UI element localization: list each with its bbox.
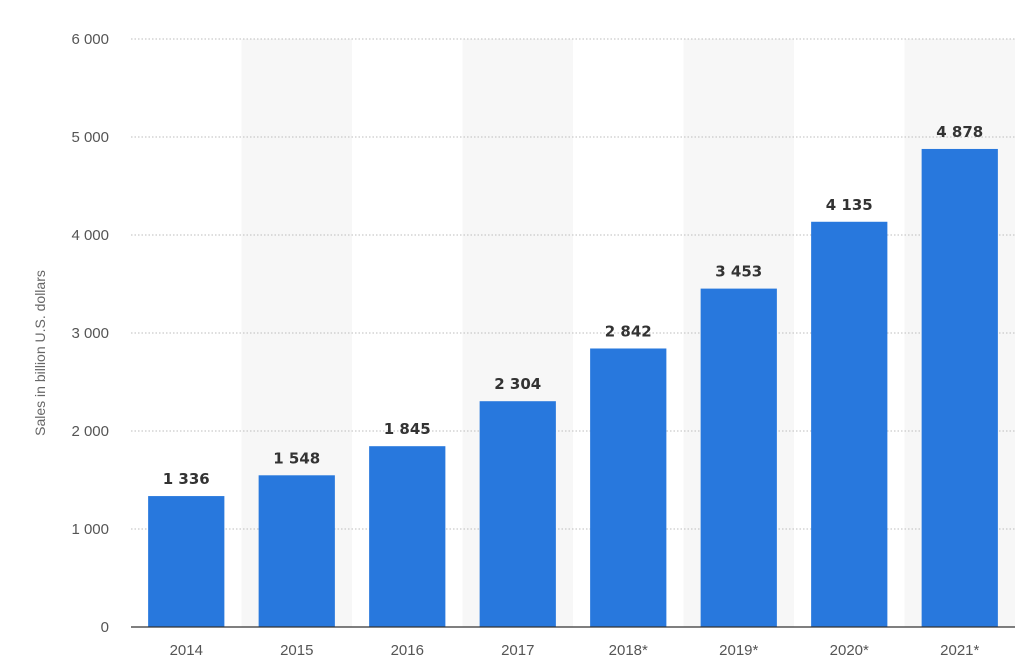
x-tick-label: 2020* xyxy=(830,642,869,659)
data-label-2016: 1 845 xyxy=(384,420,431,438)
bar-2020*[interactable] xyxy=(811,221,888,627)
x-tick-label: 2014 xyxy=(170,642,203,659)
bar-2019*[interactable] xyxy=(700,288,777,627)
data-label-2015: 1 548 xyxy=(273,449,320,467)
x-tick-label: 2017 xyxy=(501,642,534,659)
y-tick-label: 1 000 xyxy=(71,521,109,538)
data-label-2021*: 4 878 xyxy=(936,123,983,141)
y-tick-label: 6 000 xyxy=(71,31,109,48)
x-tick-label: 2016 xyxy=(391,642,424,659)
data-label-2014: 1 336 xyxy=(163,470,210,488)
y-axis-title: Sales in billion U.S. dollars xyxy=(32,270,48,436)
x-tick-label: 2018* xyxy=(609,642,648,659)
data-labels: 1 336 1 548 1 845 2 304 2 842 3 453 4 135 4 878 xyxy=(163,123,983,488)
y-tick-label: 2 000 xyxy=(71,423,109,440)
y-tick-label: 3 000 xyxy=(71,325,109,342)
data-label-2020*: 4 135 xyxy=(826,196,873,214)
bar-2017[interactable] xyxy=(479,401,556,627)
bars xyxy=(148,148,998,627)
y-tick-label: 0 xyxy=(101,619,109,636)
bar-2018*[interactable] xyxy=(590,348,667,627)
bar-2021*[interactable] xyxy=(921,148,998,627)
x-axis: 2014 2015 2016 2017 2018* 2019* 2020* 2021* xyxy=(131,626,1015,659)
y-tick-label: 5 000 xyxy=(71,129,109,146)
bar-2016[interactable] xyxy=(369,446,446,627)
bar-2014[interactable] xyxy=(148,496,225,627)
y-axis: 0 1 000 2 000 3 000 4 000 5 000 6 000 xyxy=(71,31,109,636)
data-label-2019*: 3 453 xyxy=(715,263,762,281)
bar-2015[interactable] xyxy=(258,475,335,627)
y-tick-label: 4 000 xyxy=(71,227,109,244)
data-label-2018*: 2 842 xyxy=(605,322,652,340)
x-tick-label: 2021* xyxy=(940,642,979,659)
data-label-2017: 2 304 xyxy=(494,375,541,393)
x-tick-label: 2015 xyxy=(280,642,313,659)
x-tick-label: 2019* xyxy=(719,642,758,659)
